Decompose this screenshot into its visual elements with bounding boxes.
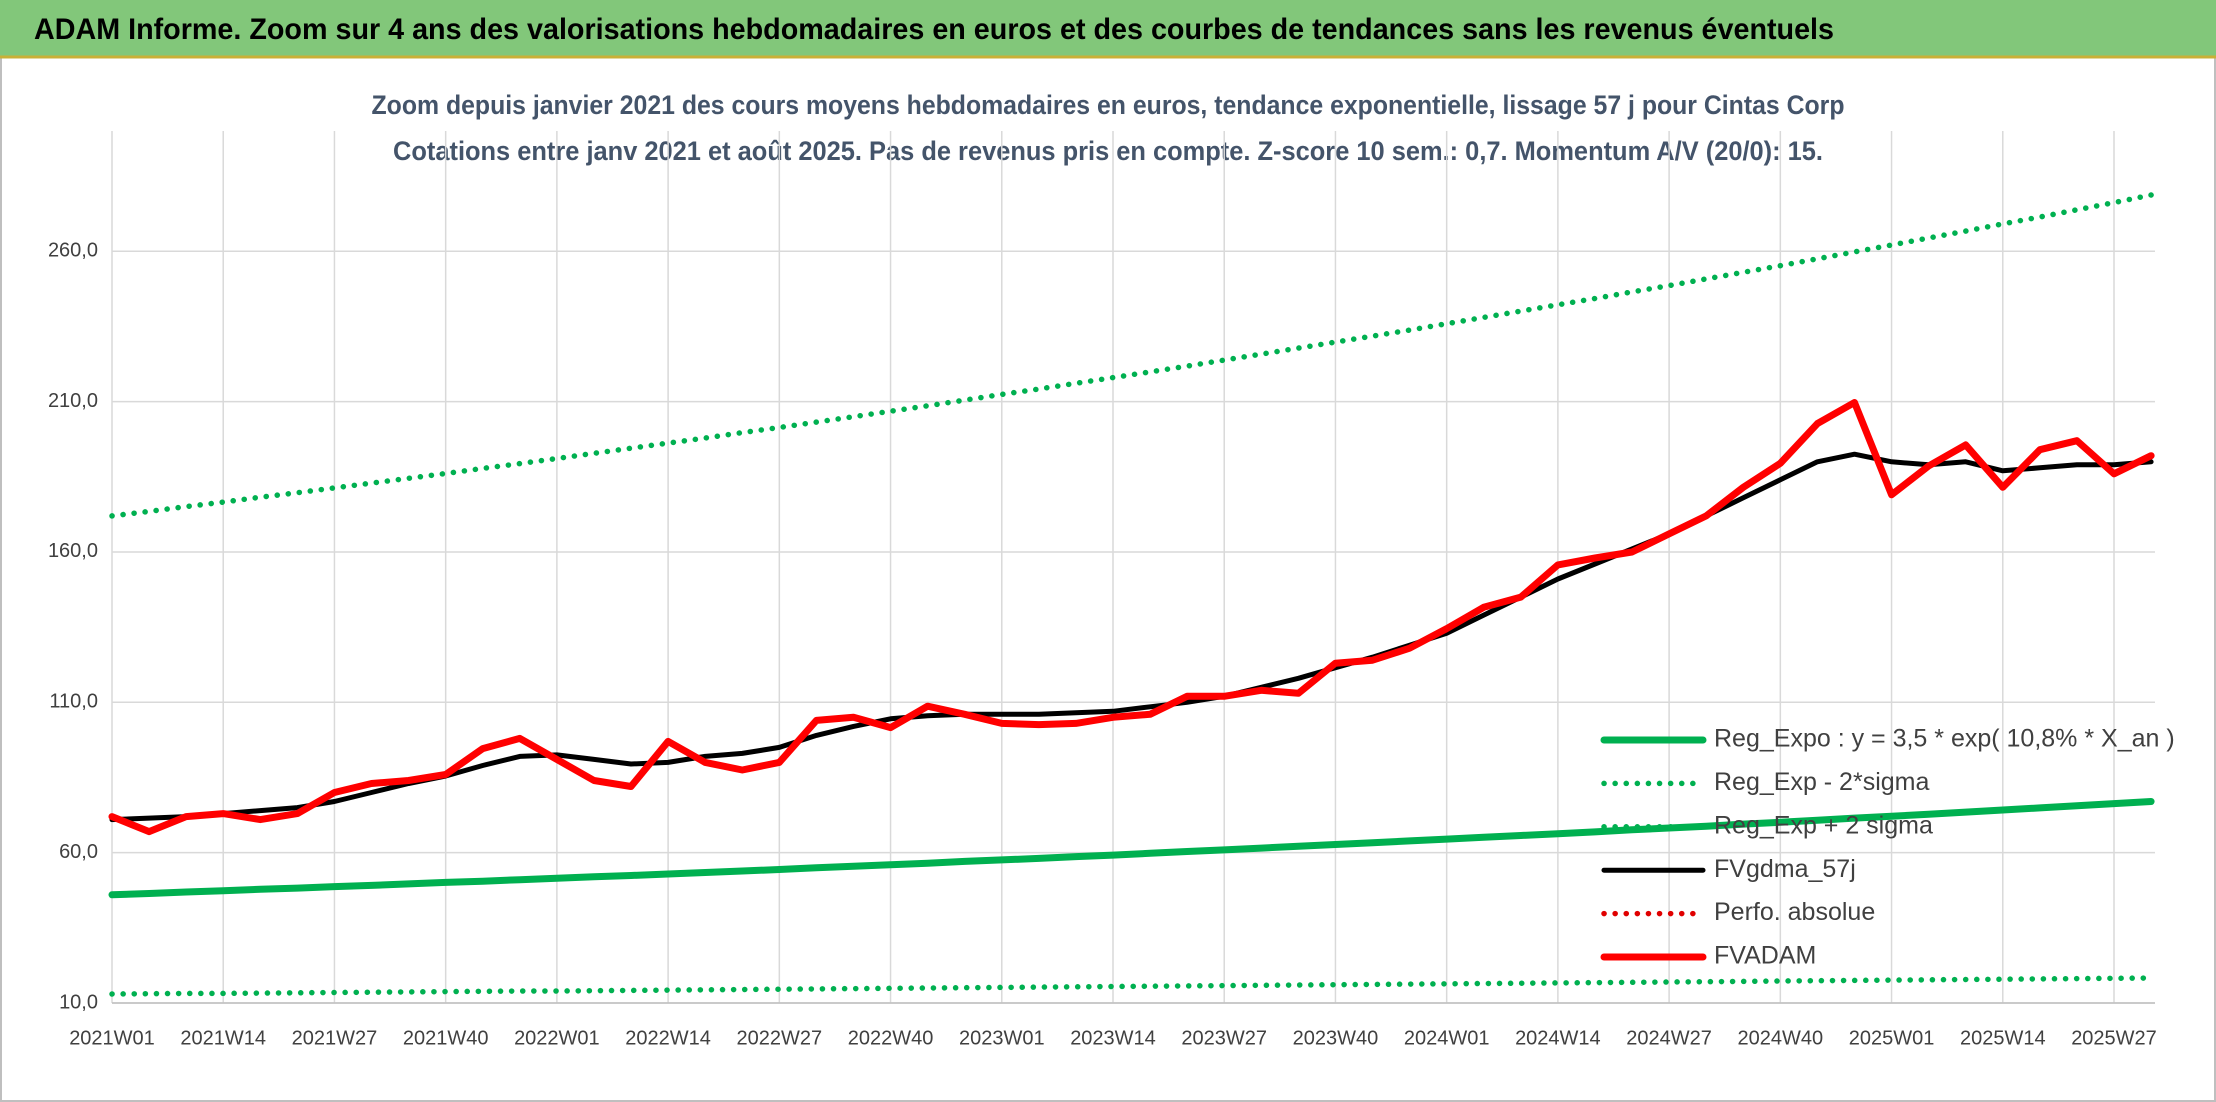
x-tick-label: 2021W14 [180,1027,266,1049]
x-tick-label: 2025W01 [1849,1027,1935,1049]
legend-label: FVADAM [1714,942,1816,970]
header-bar [0,0,2216,57]
chart-subtitle: Cotations entre janv 2021 et août 2025. … [393,136,1823,166]
x-tick-label: 2025W27 [2071,1027,2157,1049]
legend-label: FVgdma_57j [1714,855,1856,883]
plot-lines [108,192,2155,997]
x-tick-label: 2024W27 [1626,1027,1712,1049]
y-tick-label: 10,0 [59,991,98,1013]
x-tick-label: 2023W01 [959,1027,1045,1049]
series-line [108,798,2155,899]
legend-label: Reg_Exp - 2*sigma [1714,768,1929,796]
x-tick-label: 2024W14 [1515,1027,1601,1049]
header-title: ADAM Informe. Zoom sur 4 ans des valoris… [34,13,1834,46]
y-tick-label: 260,0 [48,240,98,262]
y-tick-label: 160,0 [48,540,98,562]
series-line [108,399,2155,836]
x-tick-label: 2022W27 [737,1027,823,1049]
x-tick-label: 2023W40 [1293,1027,1379,1049]
x-tick-label: 2025W14 [1960,1027,2046,1049]
x-tick-label: 2024W01 [1404,1027,1490,1049]
series-line [109,192,2154,519]
x-tick-label: 2023W27 [1181,1027,1267,1049]
y-tick-label: 110,0 [49,691,98,713]
series-line [109,975,2154,997]
grid: 10,0 60,0 110,0 160,0 210,0 260,0 2021W01 2021W… [48,131,2157,1049]
chart-title: Zoom depuis janvier 2021 des cours moyen… [372,90,1845,120]
x-tick-label: 2021W01 [69,1027,155,1049]
x-tick-label: 2021W40 [403,1027,489,1049]
legend: Reg_Expo : y = 3,5 * exp( 10,8% * X_an )… [1600,725,2175,970]
x-tick-label: 2022W01 [514,1027,600,1049]
x-tick-label: 2022W40 [848,1027,934,1049]
legend-label: Reg_Expo : y = 3,5 * exp( 10,8% * X_an ) [1714,725,2175,753]
x-tick-label: 2021W27 [292,1027,378,1049]
legend-label: Perfo. absolue [1714,898,1875,926]
y-tick-label: 60,0 [59,841,98,863]
x-tick-label: 2022W14 [625,1027,711,1049]
x-tick-label: 2023W14 [1070,1027,1156,1049]
x-tick-label: 2024W40 [1738,1027,1824,1049]
y-tick-label: 210,0 [48,390,98,412]
legend-label: Reg_Exp + 2 sigma [1714,811,1933,839]
